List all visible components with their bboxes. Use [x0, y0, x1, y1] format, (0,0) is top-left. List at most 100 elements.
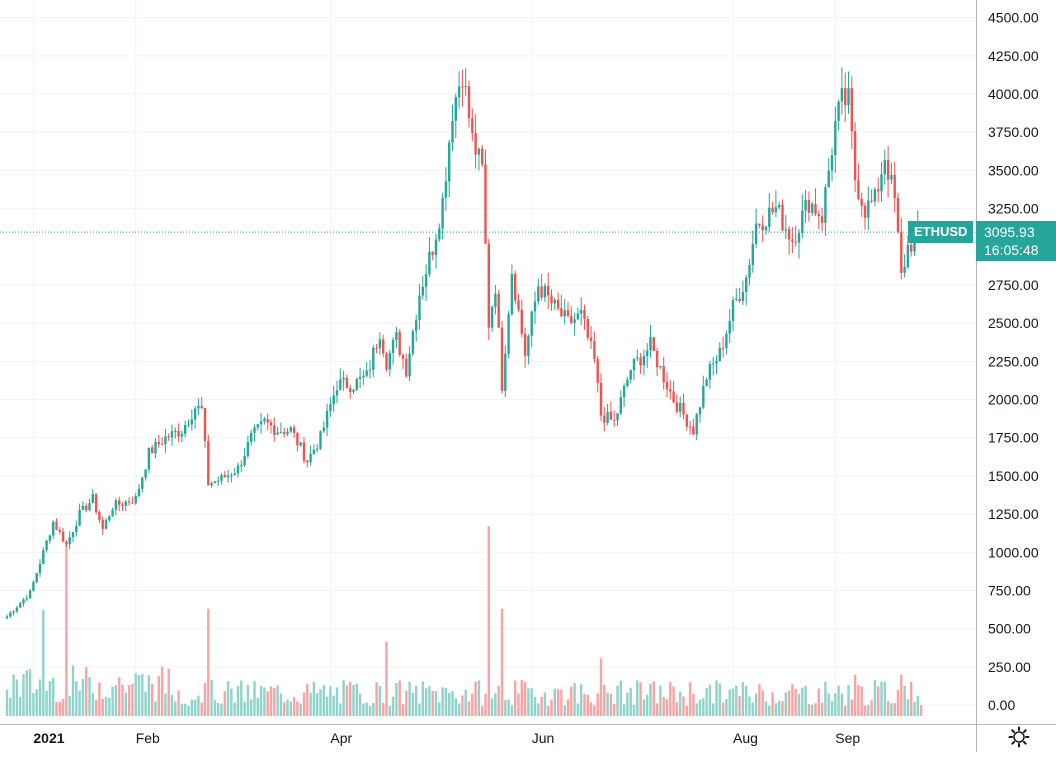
candle-body — [454, 97, 457, 121]
candle-body — [857, 180, 860, 199]
candle-body — [566, 310, 570, 316]
volume-bar — [870, 700, 873, 716]
volume-bar — [101, 698, 104, 716]
volume-bar — [457, 703, 461, 716]
candle-body — [807, 199, 811, 213]
candle-body — [131, 502, 134, 504]
volume-bar — [764, 701, 768, 716]
candle-body — [358, 377, 362, 379]
candle-body — [335, 390, 339, 396]
volume-bar — [807, 704, 811, 716]
volume-bar — [81, 678, 85, 716]
volume-bar — [25, 670, 28, 716]
candle-body — [781, 204, 784, 231]
candle-body — [817, 214, 820, 217]
volume-bar — [487, 526, 490, 716]
volume-bar — [873, 680, 877, 716]
candle-body — [629, 369, 632, 380]
candle-body — [702, 386, 705, 408]
candle-body — [91, 494, 94, 504]
candle-body — [349, 388, 352, 392]
volume-bar — [784, 692, 787, 716]
candle-body — [494, 293, 497, 307]
candle-body — [269, 422, 273, 426]
volume-bar — [708, 684, 712, 716]
candle-body — [32, 582, 35, 591]
volume-bar — [177, 690, 180, 716]
candle-body — [589, 337, 593, 342]
candle-body — [190, 419, 193, 425]
candle-body — [791, 239, 794, 242]
candle-body — [101, 519, 104, 529]
volume-bar — [428, 686, 431, 716]
candle-body — [514, 273, 517, 301]
volume-bar — [104, 696, 108, 716]
candle-body — [754, 223, 758, 244]
volume-bar — [913, 702, 916, 716]
time-tick-label: Aug — [733, 730, 758, 746]
volume-bar — [652, 681, 655, 716]
volume-bar — [184, 703, 187, 716]
volume-bar — [853, 674, 857, 716]
candle-body — [197, 405, 200, 409]
candle-body — [9, 612, 12, 617]
last-price-label: 3095.93 16:05:48 — [976, 221, 1056, 262]
volume-bar — [444, 687, 448, 716]
candle-body — [382, 339, 385, 354]
volume-bar — [520, 680, 523, 716]
volume-bar — [78, 690, 81, 716]
volume-bar — [827, 693, 830, 716]
volume-bar — [118, 677, 121, 716]
volume-bar — [210, 679, 213, 716]
volume-bar — [213, 700, 217, 716]
candle-body — [220, 475, 223, 481]
candle-body — [375, 347, 378, 349]
candle-body — [309, 453, 312, 463]
candle-body — [246, 441, 250, 456]
candle-body — [500, 327, 504, 391]
candle-body — [883, 160, 886, 175]
candle-body — [184, 425, 187, 434]
volume-bar — [659, 685, 662, 716]
volume-bar — [609, 693, 613, 716]
candle-body — [134, 495, 137, 504]
candle-body — [85, 505, 88, 511]
candle-body — [547, 285, 550, 296]
candle-body — [487, 243, 490, 328]
candle-body — [316, 448, 319, 450]
candle-body — [659, 365, 662, 368]
volume-bar — [319, 689, 322, 716]
volume-bar — [738, 695, 741, 716]
candle-body — [55, 521, 58, 530]
volume-bar — [345, 685, 349, 716]
candle-body — [847, 88, 850, 106]
candle-body — [160, 444, 164, 446]
volume-bar — [613, 704, 616, 716]
volume-bar — [593, 705, 596, 716]
candle-body — [721, 347, 725, 349]
volume-bar — [365, 702, 368, 716]
volume-bar — [38, 679, 42, 716]
volume-bar — [916, 695, 919, 716]
candle-body — [111, 509, 114, 517]
countdown-timer: 16:05:48 — [984, 242, 1039, 259]
volume-bar — [642, 699, 646, 716]
candle-body — [434, 239, 438, 256]
price-tick-label: 500.00 — [988, 621, 1031, 637]
candle-body — [372, 347, 375, 370]
candle-body — [761, 225, 764, 231]
volume-bar — [111, 686, 114, 716]
candle-body — [415, 320, 418, 331]
volume-bar — [741, 682, 745, 716]
volume-bar — [679, 691, 682, 716]
volume-bar — [322, 685, 325, 716]
volume-bar — [758, 684, 761, 716]
candle-body — [662, 365, 665, 383]
candle-body — [431, 251, 434, 256]
volume-bar — [217, 702, 220, 716]
candle-body — [365, 370, 368, 376]
gear-icon[interactable] — [1008, 726, 1030, 748]
volume-bar — [58, 702, 61, 716]
